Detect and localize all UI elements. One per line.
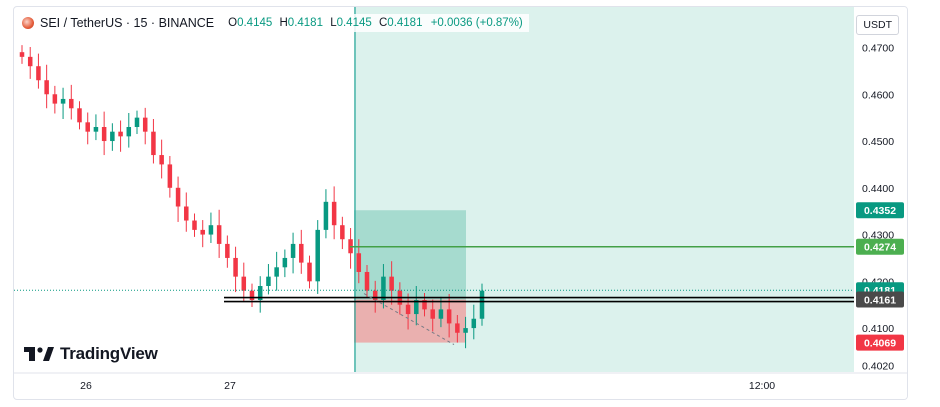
candle-body (340, 225, 345, 240)
candle-body (101, 127, 107, 142)
candle-body (299, 243, 304, 263)
price-badge (856, 334, 904, 351)
candle-body (364, 271, 370, 291)
candle-body (36, 66, 41, 81)
tradingview-logo[interactable]: TradingView (24, 344, 158, 364)
candles-group (19, 45, 485, 349)
sei-coin-icon (22, 17, 34, 29)
price-tick-label: 0.4100 (862, 323, 894, 335)
open-value: 0.4145 (237, 17, 273, 29)
time-tick-label: 27 (224, 380, 236, 392)
candle-body (200, 229, 205, 235)
time-tick-label: 26 (80, 380, 92, 392)
price-badge-label: 0.4352 (864, 205, 896, 217)
price-badge (856, 291, 904, 308)
candle-body (372, 290, 378, 301)
price-tick-label: 0.4300 (862, 230, 894, 242)
candle-body (430, 309, 435, 319)
price-badge-label: 0.4069 (864, 338, 896, 350)
candle-body (19, 52, 25, 57)
tradingview-logo-icon (24, 347, 54, 361)
price-tick-label: 0.4600 (862, 89, 894, 101)
candle-body (69, 98, 74, 109)
candle-body (282, 257, 288, 268)
price-tick-label: 0.4700 (862, 43, 894, 55)
watermark-text: TradingView (60, 344, 158, 363)
price-tick-label: 0.4500 (862, 136, 894, 148)
candle-body (233, 257, 238, 277)
high-label: H (279, 17, 288, 29)
price-tick-label: 0.4020 (862, 361, 894, 373)
candle-body (381, 276, 386, 301)
candle-body (159, 155, 164, 165)
candle-body (315, 229, 320, 282)
trade-path-line (363, 293, 455, 346)
ohlc-readout: O0.4145 H0.4181 L0.4145 C0.4181 +0.0036 … (224, 17, 523, 29)
candle-body (356, 253, 362, 272)
close-value: 0.4181 (387, 17, 423, 29)
price-badge-label: 0.4161 (864, 295, 896, 307)
candle-body (77, 108, 82, 123)
price-badge-label: 0.4274 (864, 242, 896, 254)
price-badge (856, 238, 904, 255)
candle-body (331, 201, 337, 226)
candle-body (208, 225, 214, 235)
candle-body (110, 131, 115, 142)
currency-button[interactable]: USDT (856, 15, 899, 35)
price-badge (856, 202, 904, 219)
candle-body (167, 164, 173, 188)
candle-body (422, 300, 427, 310)
low-value: 0.4145 (336, 17, 372, 29)
candle-body (323, 201, 329, 230)
candle-body (438, 309, 444, 319)
candle-body (249, 290, 255, 301)
candle-body (266, 276, 271, 286)
high-value: 0.4181 (287, 17, 323, 29)
candle-body (85, 122, 90, 132)
candle-body (225, 243, 230, 258)
open-label: O (228, 17, 238, 29)
change-value: +0.0036 (+0.87%) (430, 17, 523, 29)
candle-body (479, 290, 485, 319)
candle-body (307, 262, 312, 282)
candle-body (471, 318, 477, 329)
close-label: C (378, 17, 388, 29)
price-tick-label: 0.4400 (862, 183, 894, 195)
candle-body (27, 56, 33, 67)
candle-body (175, 187, 181, 207)
symbol-title[interactable]: SEI / TetherUS · 15 · BINANCE (40, 16, 215, 30)
candle-body (192, 220, 197, 230)
price-chart[interactable]: 0.47000.46000.45000.44000.43000.42000.41… (14, 7, 907, 399)
candle-body (44, 80, 49, 95)
candle-body (142, 117, 148, 132)
candle-body (52, 94, 58, 104)
candle-body (216, 225, 222, 244)
candle-body (151, 131, 156, 156)
target-zone (354, 210, 466, 300)
candle-body (134, 117, 140, 127)
low-label: L (330, 17, 337, 29)
candle-body (414, 300, 419, 315)
candle-body (446, 309, 452, 324)
candle-body (126, 127, 132, 137)
chart-frame: 0.47000.46000.45000.44000.43000.42000.41… (13, 6, 908, 400)
candle-body (405, 304, 411, 315)
candle-body (93, 127, 99, 132)
candle-body (241, 276, 247, 291)
symbol-header: SEI / TetherUS · 15 · BINANCE O0.4145 H0… (22, 14, 529, 32)
candle-body (118, 131, 123, 137)
time-tick-label: 12:00 (749, 380, 775, 392)
candle-body (184, 206, 189, 221)
candle-body (290, 243, 296, 258)
candle-body (60, 98, 66, 104)
candle-body (455, 323, 460, 333)
candle-body (274, 267, 279, 277)
candle-body (257, 286, 263, 301)
candle-body (463, 328, 468, 333)
candle-body (389, 276, 394, 291)
